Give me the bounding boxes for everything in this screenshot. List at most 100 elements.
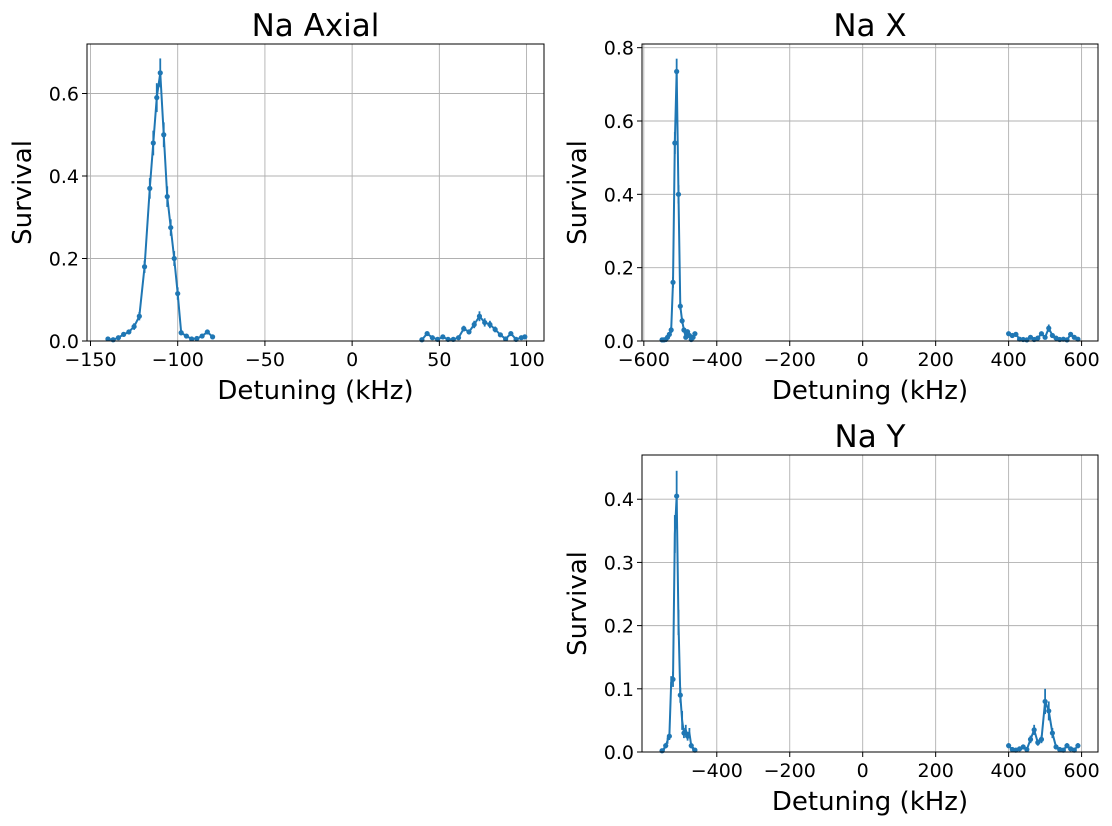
data-point xyxy=(419,337,425,343)
x-axis-label: Detuning (kHz) xyxy=(217,376,413,406)
y-tick-label: 0.2 xyxy=(49,249,79,271)
data-point xyxy=(1071,747,1077,753)
y-tick-label: 0.4 xyxy=(49,166,79,188)
data-point xyxy=(1075,336,1081,342)
data-point xyxy=(1068,331,1074,337)
data-point xyxy=(1035,335,1041,341)
x-tick-label: −200 xyxy=(764,349,816,371)
data-point xyxy=(1013,331,1019,337)
data-point xyxy=(663,743,669,749)
data-point xyxy=(183,333,190,339)
x-tick-label: 200 xyxy=(918,349,954,371)
data-point xyxy=(178,330,184,336)
x-axis-label: Detuning (kHz) xyxy=(772,787,968,817)
data-point xyxy=(424,330,430,337)
x-tick-label: 600 xyxy=(1063,760,1099,782)
y-tick-label: 0.1 xyxy=(604,679,634,701)
data-point xyxy=(1046,708,1052,714)
data-point xyxy=(503,336,509,342)
data-point xyxy=(1038,736,1045,742)
series-line xyxy=(661,495,696,752)
data-point xyxy=(1042,698,1048,705)
data-point xyxy=(659,748,665,754)
x-tick-label: −400 xyxy=(691,349,743,371)
data-point xyxy=(1060,747,1066,753)
data-point xyxy=(1046,325,1052,331)
data-point xyxy=(1006,743,1012,749)
y-tick-label: 0.0 xyxy=(49,331,79,353)
data-point xyxy=(1049,730,1055,736)
data-point xyxy=(429,335,435,341)
x-tick-label: −400 xyxy=(691,760,743,782)
data-point xyxy=(497,332,503,338)
data-point xyxy=(674,68,680,75)
data-point xyxy=(126,329,132,335)
data-point xyxy=(688,743,694,749)
data-point xyxy=(487,321,493,328)
data-point xyxy=(455,335,462,341)
data-point xyxy=(668,327,674,333)
data-point xyxy=(508,330,514,337)
chart-title: Na Y xyxy=(835,419,906,455)
panel-na-y: −400 −200 0 200 400 600 0.0 0.1 0.2 0.3 0.4 Na Y Det… xyxy=(563,419,1100,817)
data-point xyxy=(1027,736,1034,742)
x-tick-label: 0 xyxy=(346,349,358,371)
data-point xyxy=(670,676,676,682)
chart-title: Na Axial xyxy=(252,8,380,44)
data-point xyxy=(675,191,682,197)
y-tick-label: 0.3 xyxy=(604,552,634,574)
y-tick-label: 0.0 xyxy=(604,742,634,764)
panel-na-axial: −150 −100 −50 0 50 100 0.0 0.2 0.4 0.6 Na Axial Det… xyxy=(8,8,545,406)
data-point xyxy=(476,313,483,319)
x-tick-label: 200 xyxy=(918,760,954,782)
data-point xyxy=(115,335,121,341)
data-point xyxy=(440,334,446,340)
data-point xyxy=(1075,743,1081,749)
x-tick-label: −600 xyxy=(618,349,670,371)
data-point xyxy=(674,493,680,499)
data-point xyxy=(670,279,676,285)
data-point xyxy=(168,224,174,231)
data-point xyxy=(685,733,691,739)
y-tick-label: 0.4 xyxy=(604,184,634,206)
data-point xyxy=(1064,743,1070,749)
y-tick-label: 0.8 xyxy=(604,38,634,60)
data-point xyxy=(1064,337,1070,343)
data-point xyxy=(1042,334,1048,340)
data-point xyxy=(672,140,678,146)
y-tick-label: 0.2 xyxy=(604,258,634,280)
data-point xyxy=(209,334,216,340)
data-point xyxy=(164,194,170,200)
data-point xyxy=(136,313,142,319)
axes-frame xyxy=(641,43,1099,342)
data-point xyxy=(150,140,156,146)
x-tick-label: 400 xyxy=(990,349,1026,371)
data-point xyxy=(131,323,137,330)
data-point xyxy=(492,326,498,333)
x-tick-label: 50 xyxy=(427,349,451,371)
data-point xyxy=(1053,744,1059,750)
axes-frame xyxy=(641,454,1099,753)
data-point xyxy=(1035,739,1041,746)
data-point xyxy=(194,335,200,342)
x-tick-label: 100 xyxy=(508,349,544,371)
axes-frame xyxy=(86,43,545,342)
data-point xyxy=(105,336,111,342)
x-tick-label: 600 xyxy=(1063,349,1099,371)
data-point xyxy=(171,255,177,262)
data-point xyxy=(681,730,687,736)
data-point xyxy=(471,321,477,328)
x-tick-label: −200 xyxy=(764,760,816,782)
y-tick-label: 0.0 xyxy=(604,331,634,353)
x-tick-label: −150 xyxy=(64,349,116,371)
data-point xyxy=(461,326,467,332)
data-point xyxy=(482,319,488,326)
data-point xyxy=(666,733,672,739)
y-axis-label: Survival xyxy=(563,140,593,245)
data-point xyxy=(679,318,685,324)
y-tick-label: 0.4 xyxy=(604,489,634,511)
data-point xyxy=(189,336,195,342)
data-point xyxy=(666,331,672,337)
data-point xyxy=(110,337,116,343)
